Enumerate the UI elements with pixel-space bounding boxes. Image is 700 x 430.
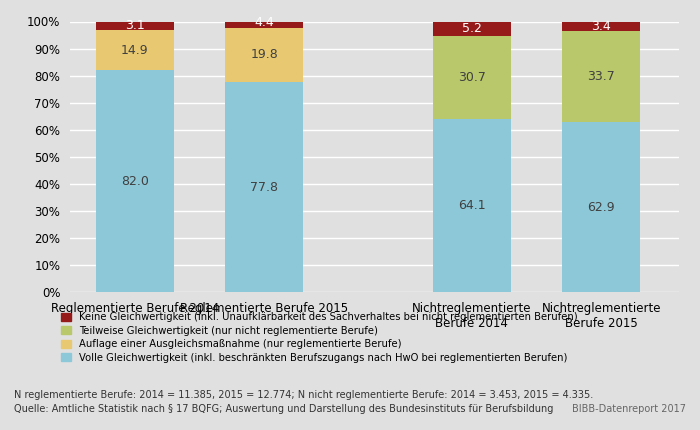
Text: 14.9: 14.9	[121, 43, 148, 57]
Bar	[225, 28, 303, 82]
Bar	[96, 30, 174, 70]
Text: Quelle: Amtliche Statistik nach § 17 BQFG; Auswertung und Darstellung des Bundes: Quelle: Amtliche Statistik nach § 17 BQF…	[14, 404, 554, 414]
Text: N reglementierte Berufe: 2014 = 11.385, 2015 = 12.774; N nicht reglementierte Be: N reglementierte Berufe: 2014 = 11.385, …	[14, 390, 594, 400]
Bar	[562, 31, 640, 122]
Text: 77.8: 77.8	[251, 181, 279, 194]
Text: 64.1: 64.1	[458, 199, 486, 212]
Bar	[225, 16, 303, 28]
Bar	[433, 36, 510, 119]
Text: BIBB-Datenreport 2017: BIBB-Datenreport 2017	[572, 404, 686, 414]
Text: 33.7: 33.7	[587, 70, 615, 83]
Text: 19.8: 19.8	[251, 48, 278, 61]
Bar	[96, 22, 174, 30]
Text: 82.0: 82.0	[121, 175, 148, 188]
Text: 62.9: 62.9	[587, 201, 615, 214]
Text: 3.1: 3.1	[125, 19, 145, 32]
Text: 30.7: 30.7	[458, 71, 486, 84]
Bar	[562, 122, 640, 292]
Text: 3.4: 3.4	[592, 20, 611, 33]
Bar	[433, 22, 510, 36]
Legend: Keine Gleichwertigkeit (inkl. Unaufklärbarkeit des Sachverhaltes bei nicht regle: Keine Gleichwertigkeit (inkl. Unaufklärb…	[61, 312, 578, 362]
Bar	[225, 82, 303, 292]
Bar	[562, 22, 640, 31]
Bar	[96, 70, 174, 292]
Text: 5.2: 5.2	[462, 22, 482, 35]
Bar	[433, 119, 510, 292]
Text: 4.4: 4.4	[255, 15, 274, 28]
